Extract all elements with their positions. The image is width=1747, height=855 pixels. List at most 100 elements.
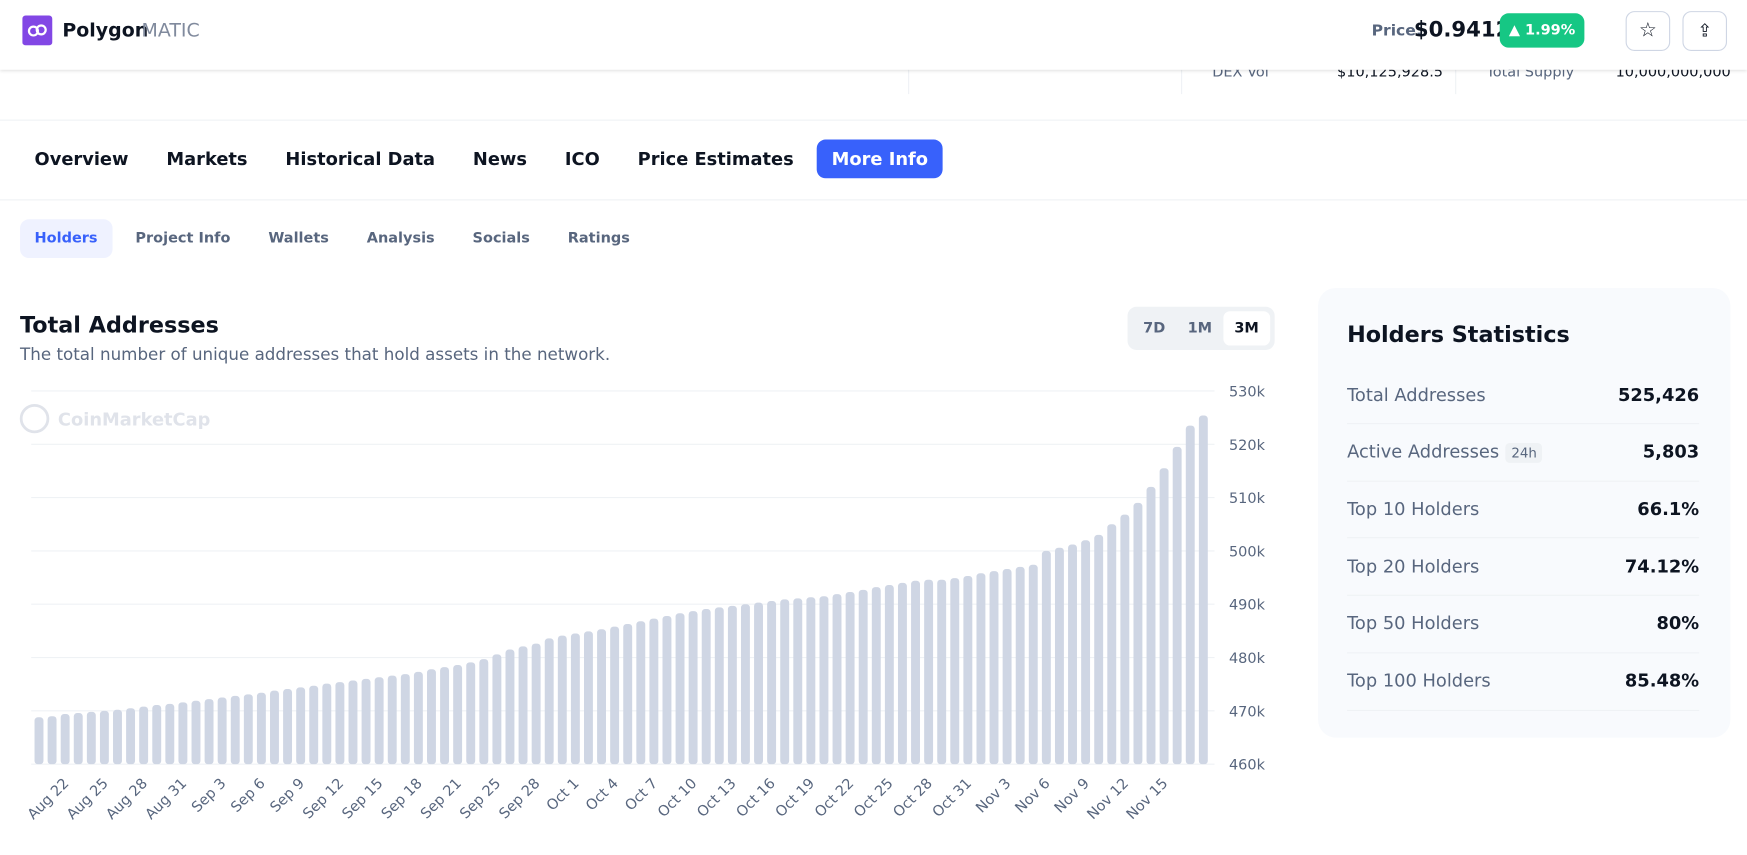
bar (165, 703, 175, 765)
bar (806, 597, 816, 765)
y-tick-label: 480k (1229, 651, 1266, 667)
stat-row: Top 10 Holders 66.1% (1347, 480, 1700, 539)
bar (780, 599, 790, 765)
bar (1094, 534, 1104, 765)
sub-tabs: Holders Project Info Wallets Analysis Social… (20, 219, 653, 259)
stat-value: 525,426 (1617, 383, 1700, 405)
divider (1455, 69, 1457, 95)
bar (1146, 486, 1156, 765)
bar (427, 669, 436, 765)
bar (479, 659, 489, 765)
x-tick-label: Oct 16 (734, 776, 779, 821)
bar (871, 587, 881, 765)
range-button[interactable]: 1M (1187, 320, 1213, 337)
y-tick-label: 460k (1229, 758, 1266, 774)
bar (335, 682, 345, 765)
bar (1081, 540, 1091, 765)
bar (740, 604, 750, 765)
nav-tab[interactable]: Markets (166, 148, 248, 170)
chart-title: Total Addresses (20, 311, 219, 338)
bar (400, 674, 410, 765)
stat-value: 66.1% (1637, 498, 1700, 520)
bar (1002, 569, 1012, 765)
bar (309, 685, 319, 765)
bar (610, 626, 620, 765)
range-button[interactable]: 7D (1143, 320, 1166, 337)
sub-tab[interactable]: Project Info (135, 230, 231, 247)
stat-label-text: Top 20 Holders (1347, 555, 1480, 577)
x-tick-label: Oct 22 (812, 776, 857, 821)
sub-tab[interactable]: Socials (472, 230, 530, 247)
bar (243, 694, 253, 765)
badge: 24h (1505, 443, 1543, 464)
sub-tab[interactable]: Analysis (366, 230, 435, 247)
y-tick-label: 500k (1229, 544, 1266, 560)
nav-tab[interactable]: News (472, 148, 528, 170)
bar (270, 690, 279, 765)
bar (86, 711, 96, 765)
stat-row: Total Addresses 525,426 (1347, 365, 1700, 425)
bar (1054, 547, 1064, 765)
x-tick-label: Nov 6 (1013, 776, 1054, 817)
sub-tab[interactable]: Wallets (268, 230, 329, 247)
bar (544, 638, 554, 765)
bar (1133, 502, 1143, 765)
bar (296, 687, 306, 765)
nav-tab[interactable]: Historical Data (285, 148, 436, 170)
x-tick-label: Sep 3 (189, 776, 229, 816)
stat-value: 80% (1656, 612, 1700, 634)
coin-symbol: MATIC (141, 19, 200, 43)
bar (113, 709, 122, 765)
bar (387, 675, 397, 765)
divider (0, 199, 1747, 201)
x-tick-label: Oct 19 (773, 776, 818, 821)
bar (1159, 468, 1169, 765)
stat-label-text: Top 100 Holders (1347, 670, 1491, 692)
stat-label: Top 10 Holders (1347, 498, 1479, 519)
x-tick-label: Sep 18 (379, 776, 426, 823)
stat-value: 5,803 (1642, 440, 1700, 463)
stat-label: Top 100 Holders (1347, 670, 1491, 691)
y-tick-label: 490k (1229, 598, 1266, 614)
bar (99, 710, 109, 765)
nav-tab[interactable]: More Info (817, 139, 943, 179)
bar (1185, 425, 1195, 765)
bar (505, 649, 515, 765)
nav-tabs: Overview Markets Historical Data News ICO Pri… (20, 139, 951, 179)
range-buttons: 7D 1M 3M (1127, 306, 1275, 350)
stat-label: Top 50 Holders (1347, 613, 1479, 634)
bar (884, 585, 894, 765)
x-tick-label: Oct 28 (891, 776, 936, 821)
bar (453, 665, 463, 765)
stat-value: 85.48% (1624, 670, 1700, 692)
logo (22, 15, 53, 46)
bar (322, 683, 332, 765)
bar (1172, 446, 1182, 765)
stat-label-text: Top 50 Holders (1347, 612, 1480, 634)
sub-tab[interactable]: Ratings (567, 230, 630, 247)
bar (662, 615, 672, 765)
bar (256, 692, 266, 765)
bar (1028, 564, 1038, 765)
nav-tab[interactable]: ICO (564, 148, 600, 170)
bar (1041, 550, 1051, 765)
x-tick-label: Aug 22 (25, 776, 73, 823)
range-button[interactable]: 3M (1223, 311, 1270, 346)
stat-row: Top 100 Holders 85.48% (1347, 652, 1700, 711)
x-tick-label: Sep 12 (300, 776, 347, 823)
bar (191, 700, 201, 765)
stat-label: Total Addresses (1347, 384, 1486, 405)
watch-button[interactable]: ☆ (1625, 11, 1671, 51)
share-button[interactable]: ⇪ (1682, 11, 1728, 51)
bar (570, 633, 580, 765)
nav-tab[interactable]: Price Estimates (637, 148, 794, 170)
nav-tab[interactable]: Overview (34, 148, 129, 170)
bar (374, 677, 384, 765)
x-tick-label: Aug 31 (143, 776, 191, 823)
holders-card: Holders Statistics Total Addresses 525,42… (1318, 287, 1731, 738)
bar (845, 591, 855, 765)
bar (204, 699, 214, 765)
divider (1181, 69, 1183, 95)
sub-tab[interactable]: Holders (20, 219, 113, 259)
